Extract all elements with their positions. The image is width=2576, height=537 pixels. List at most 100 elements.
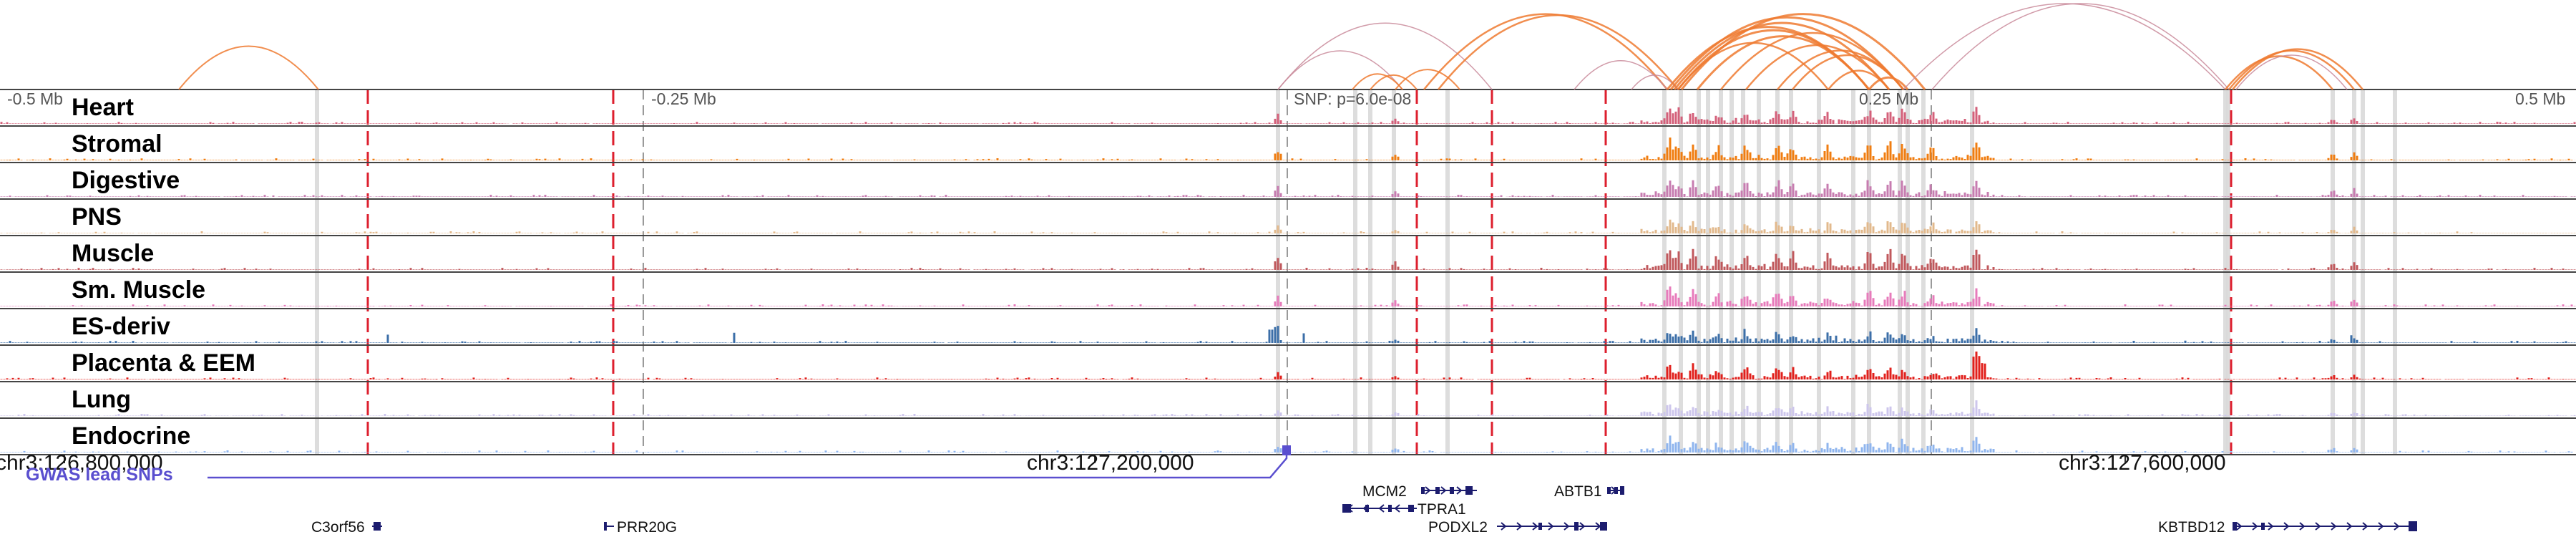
gene-label-prr20g[interactable]: PRR20G [617,519,678,536]
gene-exon-abtb1-0 [1607,487,1611,494]
interaction-arc-11 [1673,21,1890,90]
gene-strand-arrow-podxl2 [1516,522,1523,531]
gwas-snp-marker [1282,445,1291,455]
interaction-arc-9 [1574,59,1668,90]
interaction-arc-0 [178,45,319,90]
gene-strand-arrow-mcm2 [1440,486,1447,495]
interaction-arc-1 [1277,22,1493,90]
signal-track-8 [0,400,2576,416]
interaction-arc-15 [1720,32,1904,90]
gene-strand-arrow-kbtbd12 [2236,522,2243,531]
interaction-arc-10 [1669,16,1905,90]
gene-exon-mcm2-1 [1435,487,1440,494]
gene-label-tpra1[interactable]: TPRA1 [1418,501,1466,518]
track-label-es-deriv: ES-deriv [72,313,170,340]
axis-label-left-mid: -0.25 Mb [651,90,716,108]
interaction-arc-7 [1438,14,1679,90]
interaction-arc-20 [1868,76,1909,90]
gene-strand-arrow-kbtbd12 [2378,522,2384,531]
gene-label-mcm2[interactable]: MCM2 [1362,483,1407,500]
interaction-arc-13 [1680,13,1926,90]
gene-exon-kbtbd12-0 [2233,522,2237,531]
coordinate-label-middle: chr3:127,200,000 [1027,451,1194,475]
axis-label-right: 0.5 Mb [2515,90,2566,108]
gene-strand-arrow-kbtbd12 [2252,522,2258,531]
gene-exon-abtb1-2 [1620,486,1624,495]
gene-exon-tpra1-0 [1342,504,1351,513]
signal-track-5 [0,286,2576,306]
axis-label-right-mid: 0.25 Mb [1859,90,1919,108]
track-label-stromal: Stromal [72,130,162,158]
gene-exon-tpra1-3 [1408,505,1414,512]
gene-exon-mcm2-2 [1450,487,1454,494]
gene-strand-arrow-kbtbd12 [2315,522,2321,531]
gene-exon-kbtbd12-2 [2409,521,2417,531]
gene-strand-arrow-mcm2 [1425,486,1431,495]
signal-track-1 [0,137,2576,160]
gene-strand-arrow-kbtbd12 [2346,522,2353,531]
interaction-arc-4 [1370,74,1418,90]
interaction-arc-19 [1828,69,1890,90]
gene-strand-arrow-kbtbd12 [2283,522,2290,531]
signal-track-2 [0,180,2576,197]
gene-exon-tpra1-1 [1365,505,1369,512]
gene-exon-tpra1-2 [1388,505,1392,512]
gene-exon-podxl2-0 [1538,523,1542,530]
interaction-arc-14 [1677,42,1829,90]
interaction-arc-5 [1395,69,1460,90]
gene-strand-arrow-kbtbd12 [2299,522,2306,531]
gene-label-kbtbd12[interactable]: KBTBD12 [2158,519,2225,536]
snp-pvalue-label: SNP: p=6.0e-08 [1294,90,1412,108]
gene-strand-arrow-kbtbd12 [2268,522,2274,531]
gene-strand-arrow-mcm2 [1456,486,1463,495]
gene-strand-arrow-tpra1 [1394,504,1400,513]
track-label-digestive: Digestive [72,167,180,194]
interaction-arc-22 [1931,3,2230,90]
interaction-arc-2 [1277,50,1403,90]
gene-strand-arrow-podxl2 [1579,522,1586,531]
gene-strand-arrow-kbtbd12 [2331,522,2337,531]
signal-track-7 [0,352,2576,379]
gene-exon-kbtbd12-1 [2261,523,2265,530]
track-label-placenta: Placenta & EEM [72,349,255,377]
track-label-lung: Lung [72,386,132,413]
gene-label-podxl2[interactable]: PODXL2 [1428,519,1488,536]
interaction-arc-26 [2235,54,2348,90]
axis-label-left: -0.5 Mb [7,90,63,108]
gene-strand-arrow-podxl2 [1548,522,1554,531]
track-label-muscle: Muscle [72,240,155,267]
gene-strand-arrow-tpra1 [1378,504,1385,513]
gwas-track-label: GWAS lead SNPs [26,465,173,485]
signal-track-6 [0,326,2576,343]
interaction-arc-3 [1352,73,1403,90]
gene-exon-podxl2-2 [1600,522,1607,531]
gene-strand-arrow-kbtbd12 [2394,522,2400,531]
signal-track-3 [0,219,2576,233]
interaction-arc-21 [1903,3,2226,90]
gene-strand-arrow-podxl2 [1532,522,1538,531]
interaction-arc-24 [2228,49,2355,90]
interaction-arc-28 [1696,35,1870,90]
signal-track-4 [0,248,2576,270]
coordinate-label-right: chr3:127,600,000 [2059,451,2226,475]
gene-strand-arrow-podxl2 [1563,522,1570,531]
gene-exon-mcm2-3 [1465,486,1473,495]
gene-exon-c3orf56-0 [374,522,381,531]
gene-exon-podxl2-1 [1574,522,1579,531]
gene-strand-arrow-kbtbd12 [2362,522,2368,531]
interaction-arc-25 [2232,48,2363,90]
signal-track-9 [0,435,2573,453]
gene-label-c3orf56[interactable]: C3orf56 [311,519,365,536]
gene-label-abtb1[interactable]: ABTB1 [1554,483,1602,500]
interaction-arc-23 [2225,55,2333,90]
gene-exon-abtb1-1 [1614,487,1618,494]
interaction-arc-6 [1423,13,1668,90]
track-label-endocrine: Endocrine [72,422,191,450]
gene-exon-prr20g-0 [604,522,607,531]
track-label-pns: PNS [72,203,122,231]
track-label-sm-muscle: Sm. Muscle [72,276,206,304]
gene-strand-arrow-podxl2 [1501,522,1507,531]
signal-track-0 [0,107,2576,124]
gene-exon-mcm2-0 [1421,487,1425,494]
